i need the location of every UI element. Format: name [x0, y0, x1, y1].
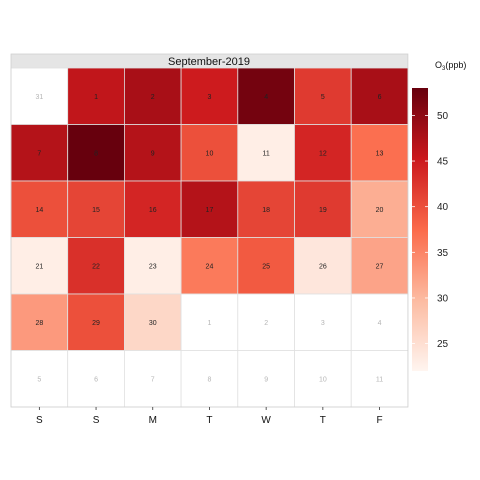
day-label: 11 [263, 150, 270, 157]
day-label: 19 [319, 207, 327, 214]
day-cell [294, 350, 352, 408]
legend-title-sub: 3 [442, 66, 446, 72]
day-label: 2 [151, 94, 155, 101]
day-label: 6 [378, 94, 382, 101]
day-label: 6 [94, 376, 98, 383]
day-label: 7 [37, 150, 41, 157]
day-cell [237, 180, 295, 238]
day-cell [350, 293, 409, 351]
day-label: 22 [92, 263, 100, 270]
day-label: 8 [94, 150, 98, 157]
day-label: 2 [264, 320, 268, 327]
day-cell [350, 350, 409, 408]
day-cell [10, 293, 69, 351]
legend-colorbar [412, 88, 428, 371]
day-label: 4 [264, 94, 268, 101]
day-label: 16 [149, 207, 157, 214]
day-cell [294, 237, 352, 295]
legend-title-main: O [435, 60, 442, 70]
day-cell [180, 124, 239, 182]
weekday-label: S [93, 415, 100, 426]
day-label: 10 [206, 150, 214, 157]
day-cell [350, 67, 409, 125]
day-cell [294, 124, 352, 182]
day-label: 3 [321, 320, 325, 327]
day-label: 12 [319, 150, 327, 157]
day-cell [350, 124, 409, 182]
day-cell [180, 293, 239, 351]
day-cell [350, 237, 409, 295]
day-label: 24 [206, 263, 214, 270]
day-cell [294, 293, 352, 351]
day-label: 23 [149, 263, 157, 270]
day-cell [67, 124, 125, 182]
day-label: 18 [262, 207, 270, 214]
legend-tick-label: 45 [437, 157, 449, 168]
panel-strip [11, 54, 408, 68]
day-label: 15 [92, 207, 100, 214]
day-label: 5 [321, 94, 325, 101]
day-label: 5 [37, 376, 41, 383]
legend-title: O3(ppb) [435, 60, 466, 72]
day-label: 30 [149, 320, 157, 327]
day-cell [237, 124, 295, 182]
day-label: 31 [35, 94, 43, 101]
day-label: 28 [35, 320, 43, 327]
legend-tick-label: 35 [437, 248, 449, 259]
day-cell [124, 237, 182, 295]
day-cell [10, 237, 69, 295]
day-cell [10, 180, 69, 238]
day-cell [67, 350, 125, 408]
weekday-label: T [206, 415, 212, 426]
day-label: 20 [376, 207, 384, 214]
day-label: 9 [264, 376, 268, 383]
day-label: 4 [378, 320, 382, 327]
day-label: 29 [92, 320, 100, 327]
day-label: 3 [207, 94, 211, 101]
legend-tick-label: 25 [437, 339, 449, 350]
day-cell [10, 124, 69, 182]
day-cell [180, 180, 239, 238]
day-cell [180, 350, 239, 408]
legend-tick-label: 30 [437, 293, 449, 304]
day-label: 25 [262, 263, 270, 270]
day-label: 10 [319, 376, 327, 383]
weekday-label: T [320, 415, 326, 426]
day-cell [237, 67, 295, 125]
day-label: 11 [376, 376, 383, 383]
day-label: 9 [151, 150, 155, 157]
weekday-label: S [36, 415, 43, 426]
day-cell [124, 293, 182, 351]
day-cell [124, 350, 182, 408]
legend-tick-label: 50 [437, 111, 449, 122]
day-label: 14 [35, 207, 43, 214]
legend-title-unit: (ppb) [445, 60, 466, 70]
day-label: 7 [151, 376, 155, 383]
day-label: 1 [94, 94, 98, 101]
day-cell [180, 237, 239, 295]
day-label: 17 [206, 207, 214, 214]
day-label: 13 [376, 150, 384, 157]
day-label: 8 [207, 376, 211, 383]
legend-ticks: 25 30 35 40 45 50 [412, 111, 449, 350]
day-label: 27 [376, 263, 384, 270]
day-label: 21 [35, 263, 43, 270]
day-cell [294, 67, 352, 125]
weekday-label: W [261, 415, 271, 426]
day-label: 1 [207, 320, 211, 327]
day-label: 26 [319, 263, 327, 270]
legend-tick-label: 40 [437, 202, 449, 213]
weekday-label: M [149, 415, 157, 426]
day-cell [237, 293, 295, 351]
chart-title: September-2019 [168, 56, 250, 68]
weekday-label: F [376, 415, 382, 426]
